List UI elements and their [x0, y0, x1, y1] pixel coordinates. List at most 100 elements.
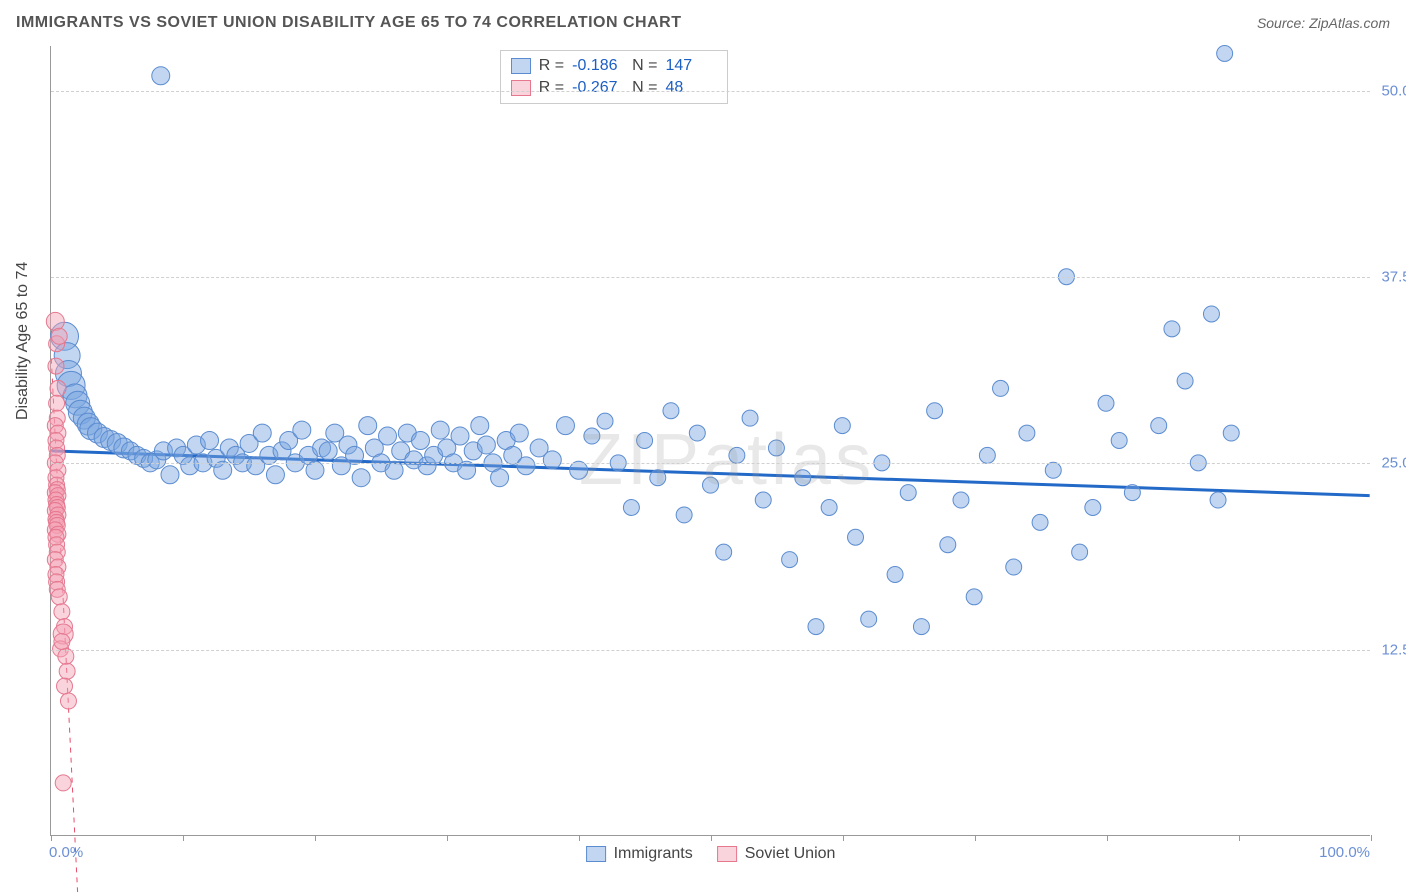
scatter-point — [689, 425, 705, 441]
x-tick — [711, 835, 712, 841]
scatter-point — [623, 500, 639, 516]
scatter-point — [637, 433, 653, 449]
scatter-plot-area: R =-0.186N =147R =-0.267N =48 ZIPatlas I… — [50, 46, 1370, 836]
scatter-point — [755, 492, 771, 508]
gridline-horizontal — [51, 463, 1370, 464]
r-value: -0.186 — [572, 57, 624, 75]
scatter-point — [293, 421, 311, 439]
x-tick — [975, 835, 976, 841]
scatter-point — [597, 413, 613, 429]
scatter-point — [848, 529, 864, 545]
scatter-point — [431, 421, 449, 439]
scatter-point — [1098, 395, 1114, 411]
scatter-point — [54, 604, 70, 620]
n-label: N = — [632, 57, 657, 75]
scatter-point — [650, 470, 666, 486]
scatter-point — [359, 417, 377, 435]
scatter-point — [1045, 462, 1061, 478]
x-tick — [1239, 835, 1240, 841]
legend-label: Immigrants — [614, 845, 693, 863]
source-attribution: Source: ZipAtlas.com — [1257, 15, 1390, 31]
scatter-point — [703, 477, 719, 493]
stats-row: R =-0.186N =147 — [511, 55, 718, 77]
gridline-horizontal — [51, 277, 1370, 278]
scatter-point — [543, 451, 561, 469]
scatter-point — [584, 428, 600, 444]
scatter-point — [729, 447, 745, 463]
scatter-point — [59, 663, 75, 679]
y-tick-label: 50.0% — [1381, 82, 1406, 99]
chart-title: IMMIGRANTS VS SOVIET UNION DISABILITY AG… — [16, 14, 681, 32]
scatter-point — [1203, 306, 1219, 322]
gridline-horizontal — [51, 650, 1370, 651]
y-tick-label: 12.5% — [1381, 641, 1406, 658]
x-tick — [447, 835, 448, 841]
series-swatch — [511, 58, 531, 74]
chart-header: IMMIGRANTS VS SOVIET UNION DISABILITY AG… — [16, 8, 1390, 38]
scatter-point — [352, 469, 370, 487]
scatter-point — [742, 410, 758, 426]
scatter-point — [517, 457, 535, 475]
x-tick — [51, 835, 52, 841]
scatter-point — [55, 775, 71, 791]
x-tick-label: 0.0% — [49, 844, 83, 861]
legend-item: Soviet Union — [717, 845, 836, 863]
scatter-point — [1006, 559, 1022, 575]
scatter-point — [834, 418, 850, 434]
scatter-point — [253, 424, 271, 442]
scatter-point — [821, 500, 837, 516]
r-value: -0.267 — [572, 79, 624, 97]
scatter-point — [768, 440, 784, 456]
scatter-point — [953, 492, 969, 508]
legend-bottom: Immigrants Soviet Union — [586, 845, 836, 863]
scatter-point — [510, 424, 528, 442]
scatter-point — [57, 678, 73, 694]
scatter-point — [379, 427, 397, 445]
scatter-point — [900, 485, 916, 501]
scatter-point — [346, 446, 364, 464]
r-label: R = — [539, 79, 564, 97]
n-value: 48 — [665, 79, 717, 97]
scatter-point — [663, 403, 679, 419]
scatter-point — [51, 589, 67, 605]
x-tick-label: 100.0% — [1319, 844, 1370, 861]
scatter-point — [1151, 418, 1167, 434]
scatter-point — [1223, 425, 1239, 441]
x-tick — [843, 835, 844, 841]
correlation-stats-box: R =-0.186N =147R =-0.267N =48 — [500, 50, 729, 104]
scatter-point — [477, 436, 495, 454]
scatter-point — [676, 507, 692, 523]
legend-swatch — [586, 846, 606, 862]
scatter-point — [716, 544, 732, 560]
scatter-point — [491, 469, 509, 487]
scatter-point — [1019, 425, 1035, 441]
scatter-point — [940, 537, 956, 553]
scatter-point — [152, 67, 170, 85]
series-swatch — [511, 80, 531, 96]
scatter-point — [58, 648, 74, 664]
scatter-point — [201, 432, 219, 450]
x-tick — [315, 835, 316, 841]
scatter-point — [48, 358, 64, 374]
scatter-point — [1177, 373, 1193, 389]
gridline-horizontal — [51, 91, 1370, 92]
scatter-point — [993, 380, 1009, 396]
scatter-point — [471, 417, 489, 435]
chart-svg — [51, 46, 1370, 835]
y-axis-label: Disability Age 65 to 74 — [14, 262, 32, 420]
scatter-point — [1210, 492, 1226, 508]
n-label: N = — [632, 79, 657, 97]
scatter-point — [266, 466, 284, 484]
scatter-point — [161, 466, 179, 484]
n-value: 147 — [665, 57, 717, 75]
scatter-point — [50, 380, 66, 396]
scatter-point — [319, 442, 337, 460]
scatter-point — [1111, 433, 1127, 449]
scatter-point — [49, 395, 65, 411]
legend-item: Immigrants — [586, 845, 693, 863]
scatter-point — [1164, 321, 1180, 337]
scatter-point — [782, 552, 798, 568]
x-tick — [1371, 835, 1372, 841]
y-tick-label: 37.5% — [1381, 269, 1406, 286]
scatter-point — [1072, 544, 1088, 560]
